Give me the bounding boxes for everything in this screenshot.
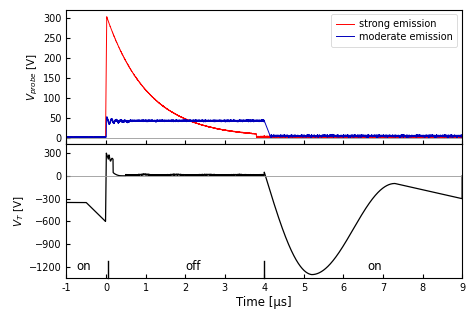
moderate emission: [207, 119, 212, 123]
Y-axis label: $V_T$ [V]: $V_T$ [V]: [12, 196, 26, 227]
moderate emission: [459, 136, 465, 140]
Text: on: on: [77, 260, 91, 273]
strong emission: [207, 125, 212, 129]
strong emission: [357, 136, 363, 140]
moderate emission: [357, 134, 363, 138]
strong emission: [315, 135, 321, 139]
strong emission: [298, 135, 303, 139]
Legend: strong emission, moderate emission: strong emission, moderate emission: [331, 14, 457, 47]
strong emission: [64, 135, 69, 139]
strong emission: [378, 135, 384, 139]
moderate emission: [378, 134, 384, 138]
strong emission: [83, 135, 89, 139]
moderate emission: [83, 135, 89, 139]
strong emission: [104, 15, 109, 19]
moderate emission: [315, 134, 321, 138]
X-axis label: Time [μs]: Time [μs]: [237, 296, 292, 309]
Line: moderate emission: moderate emission: [66, 117, 462, 138]
Text: on: on: [368, 260, 383, 273]
Text: off: off: [185, 260, 201, 273]
Y-axis label: $V_{probe}$ [V]: $V_{probe}$ [V]: [26, 53, 40, 101]
strong emission: [459, 136, 465, 140]
moderate emission: [64, 135, 69, 139]
moderate emission: [104, 115, 110, 119]
moderate emission: [298, 135, 303, 139]
Line: strong emission: strong emission: [66, 17, 462, 138]
